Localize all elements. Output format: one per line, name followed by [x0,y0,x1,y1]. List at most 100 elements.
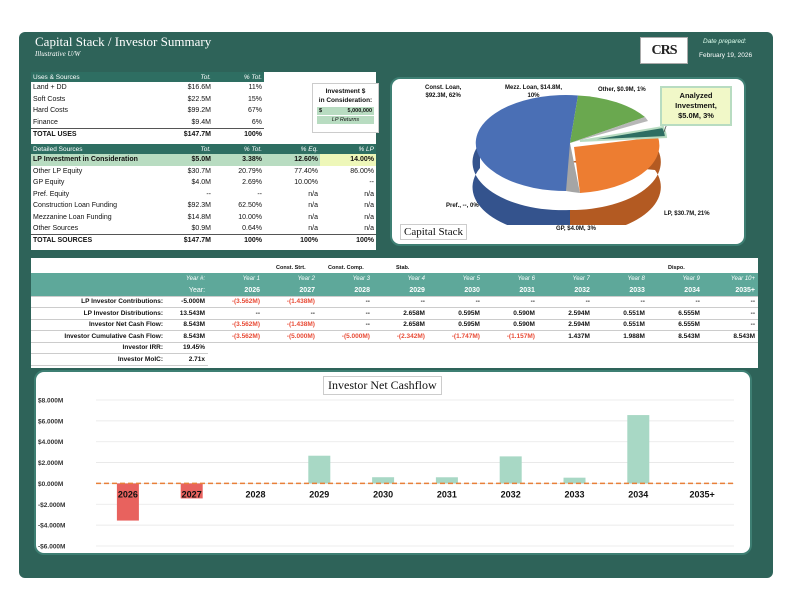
investment-amount-field[interactable]: $ 5,000,000 [317,107,374,115]
cashflow-cell: 2.594M [537,307,593,320]
year-cell: 2031 [482,284,538,297]
row-pct-lp: n/a [364,202,374,210]
cashflow-row-label: Investor Cumulative Cash Flow: [31,330,166,343]
row-pct-eq: 100% [264,234,320,246]
year-num-cell: Year 8 [592,273,648,285]
table-row: Soft Costs $22.5M 15% [31,94,264,106]
cashflow-cell: 0.590M [482,307,538,320]
year-num-cell: Year 1 [208,273,263,285]
cashflow-cell: 8.543M [647,330,703,343]
row-pct: 6% [251,118,262,126]
table-row: Hard Costs $99.2M 67% [31,105,264,117]
cashflow-cell: -- [592,296,648,308]
year-num-cell: Year 10+ [702,273,758,285]
uses-header-pct: % Tot. [213,72,264,82]
row-pct: 100% [213,127,264,140]
row-tot: $9.4M [191,118,211,126]
sources-table-panel: Detailed Sources Tot. % Tot. % Eq. % LP … [31,144,376,250]
cashflow-cell: -(1.157M) [482,330,538,343]
page-title: Capital Stack / Investor Summary [35,34,212,49]
cashflow-cell: -- [647,296,703,308]
capital-stack-pie [472,95,670,225]
irr-value: 19.45% [166,342,209,354]
row-pct-eq: n/a [308,213,318,221]
investment-title-line1: Investment $ [325,88,366,95]
cashflow-cell: -- [208,307,263,320]
cashflow-cell: -- [263,307,318,320]
pie-slice-lp [574,137,660,193]
row-label: Finance [33,118,58,126]
row-label: Other LP Equity [33,167,83,175]
x-tick-label: 2032 [501,489,521,499]
row-tot: $92.3M [187,202,211,210]
phase-dispo: Dispo. [668,265,685,271]
cashflow-row: LP Investor Contributions: -5.000M -(3.562… [31,296,758,308]
pie-label-pref: Pref., --, 0% [446,203,479,209]
row-pct-tot: 2.69% [242,179,262,187]
sources-header-tot: Tot. [161,144,213,154]
cashflow-cell: 0.551M [592,319,648,331]
cashflow-row-label: LP Investor Contributions: [31,296,166,308]
year-cell: 2028 [317,284,373,297]
y-tick-label: -$4.000M [38,523,65,530]
row-pct-tot: 100% [213,234,264,246]
row-pct-tot: 20.79% [238,167,262,175]
uses-table-panel: Uses & Sources Tot. % Tot. Land + DD $16.… [31,72,264,144]
y-tick-label: $2.000M [38,460,63,467]
pie-depth-left [472,143,570,225]
callout-text: $5.0M, 3% [678,111,714,120]
year-num-cell: Year 3 [317,273,373,285]
cashflow-row-label: LP Investor Distributions: [31,307,166,320]
bar [563,477,586,484]
row-label: Construction Loan Funding [33,202,118,210]
company-logo: CRS [640,37,688,64]
cashflow-row: LP Investor Distributions: 13.543M -- -- -- 2… [31,307,758,320]
row-tot: $147.7M [161,127,213,140]
pie-slice-analyzed [579,125,668,142]
investment-value: 5,000,000 [347,108,372,114]
cashflow-cell: -(2.342M) [372,330,428,343]
pie-slice-const-loan [475,95,578,192]
analyzed-investment-callout: Analyzed Investment, $5.0M, 3% [660,86,732,126]
cashflow-cell: -- [372,296,428,308]
year-row: Year: 2026 2027 2028 2029 2030 2031 2032… [31,284,758,297]
x-tick-label: 2030 [373,489,393,499]
callout-text: Analyzed [679,91,713,100]
row-tot: $14.8M [187,213,211,221]
cashflow-cell: 6.555M [647,319,703,331]
x-tick-label: 2028 [245,489,265,499]
row-pct-eq: 12.60% [264,154,320,166]
cashflow-row-total: 8.543M [166,319,209,331]
year-cell: 2027 [263,284,318,297]
row-tot: -- [206,190,211,198]
table-row: Pref. Equity -- -- n/a n/a [31,189,376,201]
cashflow-cell: -- [482,296,538,308]
cashflow-cell: -(1.438M) [263,296,318,308]
y-tick-label: $0.000M [38,481,63,488]
y-tick-label: $8.000M [38,398,63,405]
row-label: Soft Costs [33,95,66,103]
sources-total-row: TOTAL SOURCES $147.7M 100% 100% 100% [31,234,376,246]
cashflow-cell: -- [317,319,373,331]
year-cell: 2030 [427,284,483,297]
row-pct-lp: 100% [320,234,376,246]
year-cell: 2029 [372,284,428,297]
row-pct-tot: -- [257,190,262,198]
sources-header-row: Detailed Sources Tot. % Tot. % Eq. % LP [31,144,376,154]
sources-table: Detailed Sources Tot. % Tot. % Eq. % LP … [31,144,376,246]
cashflow-cell: -- [702,307,758,320]
row-pct-tot: 10.00% [238,213,262,221]
cashflow-cell: -(1.747M) [427,330,483,343]
cashflow-cell: 1.988M [592,330,648,343]
cashflow-panel: Year #: Year 1 Year 2 Year 3 Year 4 Year… [31,258,758,368]
row-pct-eq: 77.40% [294,167,318,175]
x-tick-label: 2029 [309,489,329,499]
cashflow-cell: -(1.438M) [263,319,318,331]
investment-input-box: Investment $ in Consideration: $ 5,000,0… [312,83,379,133]
table-row: Land + DD $16.6M 11% [31,82,264,94]
sources-header-pct-lp: % LP [320,144,376,154]
cashflow-cell: -- [702,296,758,308]
cashflow-cell: 8.543M [702,330,758,343]
row-label: LP Investment in Consideration [31,154,161,166]
date-prepared-value: February 19, 2026 [699,52,753,59]
